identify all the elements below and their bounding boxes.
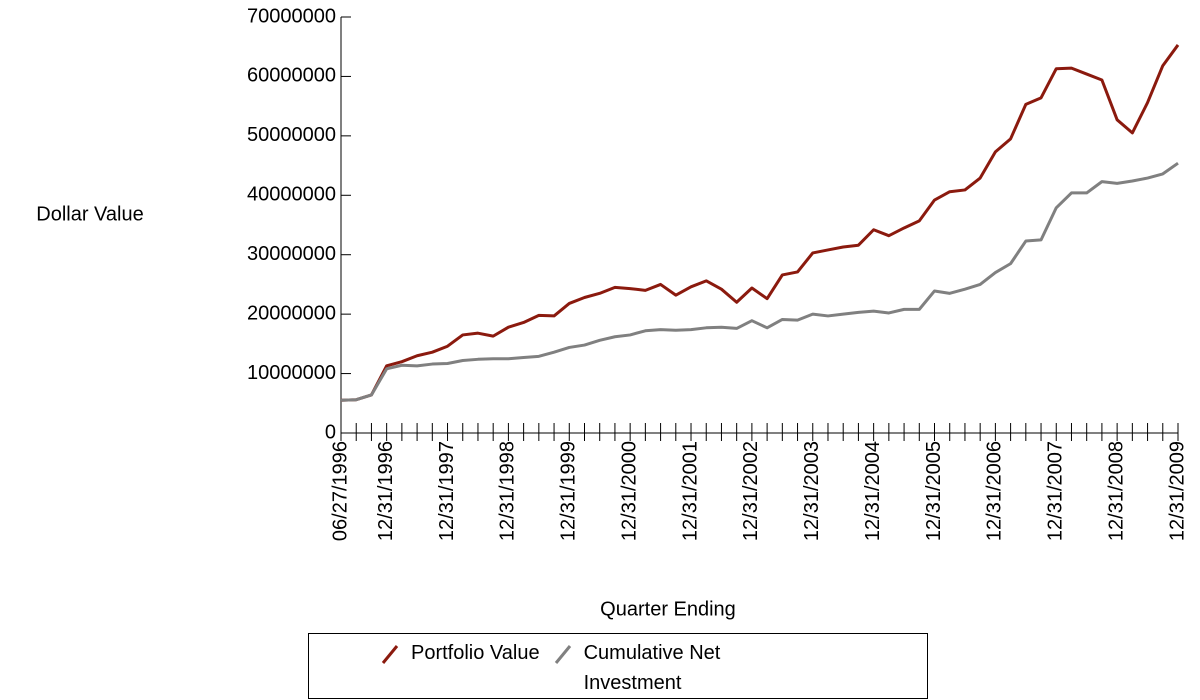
y-axis-title: Dollar Value bbox=[36, 203, 143, 225]
x-tick-label: 12/31/2008 bbox=[1105, 441, 1127, 541]
x-tick-label: 12/31/1996 bbox=[375, 441, 397, 541]
x-tick-label: 12/31/2000 bbox=[618, 441, 640, 541]
legend-line bbox=[554, 645, 571, 664]
x-tick-label: 12/31/2006 bbox=[984, 441, 1006, 541]
x-tick-label: 12/31/2005 bbox=[923, 441, 945, 541]
x-tick-label: 06/27/1996 bbox=[329, 441, 351, 541]
x-tick-label: 12/31/2004 bbox=[862, 441, 884, 541]
y-tick-label: 70000000 bbox=[247, 5, 336, 27]
legend-item: Cumulative Net Investment bbox=[552, 638, 774, 698]
legend-label: Portfolio Value bbox=[411, 642, 540, 664]
y-tick-label: 30000000 bbox=[247, 243, 336, 265]
y-tick-label: 10000000 bbox=[247, 362, 336, 384]
legend: Portfolio Value Cumulative Net Investment bbox=[308, 633, 928, 699]
legend-swatch bbox=[381, 645, 399, 664]
legend-label: Cumulative Net Investment bbox=[583, 642, 721, 694]
x-tick-label: 12/31/1998 bbox=[497, 441, 519, 541]
x-tick-label: 12/31/1997 bbox=[436, 441, 458, 541]
x-axis-title: Quarter Ending bbox=[600, 598, 736, 620]
y-tick-label: 60000000 bbox=[247, 65, 336, 87]
x-tick-label: 12/31/2001 bbox=[679, 441, 701, 541]
legend-item: Portfolio Value bbox=[379, 638, 540, 698]
x-tick-label: 12/31/2009 bbox=[1166, 441, 1188, 541]
y-tick-label: 0 bbox=[325, 421, 336, 443]
x-tick-label: 12/31/2007 bbox=[1045, 441, 1067, 541]
y-tick-label: 50000000 bbox=[247, 124, 336, 146]
x-tick-label: 12/31/1999 bbox=[558, 441, 580, 541]
y-tick-label: 40000000 bbox=[247, 184, 336, 206]
series-line bbox=[340, 161, 1179, 402]
y-tick-label: 20000000 bbox=[247, 302, 336, 324]
legend-swatch bbox=[554, 645, 571, 664]
x-tick-label: 12/31/2002 bbox=[740, 441, 762, 541]
series-line bbox=[340, 44, 1180, 402]
legend-line bbox=[381, 645, 399, 664]
x-tick-label: 12/31/2003 bbox=[801, 441, 823, 541]
